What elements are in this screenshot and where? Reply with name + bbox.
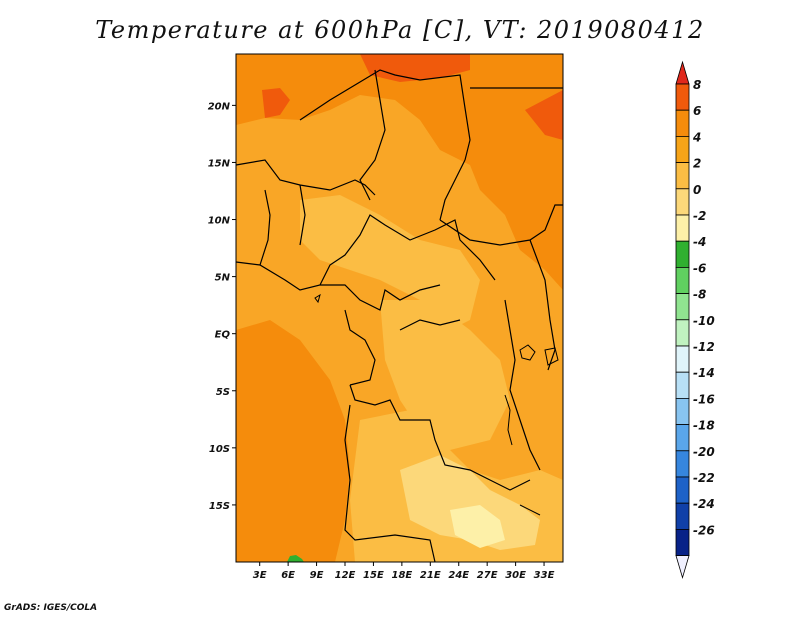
colorbar-label: -2 — [693, 209, 706, 223]
colorbar-swatch — [675, 109, 690, 137]
lakes — [314, 293, 559, 516]
colorbar-label: -22 — [693, 471, 715, 485]
colorbar-swatch — [675, 319, 690, 347]
colorbar-swatch — [675, 214, 690, 242]
colorbar-swatch — [675, 345, 690, 373]
colorbar-swatch — [675, 529, 690, 557]
warm-region-southwest — [236, 320, 350, 562]
colorbar-label: 2 — [693, 157, 701, 171]
colorbar-swatch — [675, 135, 690, 163]
lon-tick-label: 24E — [448, 570, 469, 581]
country-borders — [235, 69, 563, 563]
colorbar-label: -14 — [693, 366, 715, 380]
colorbar-label: 6 — [693, 104, 701, 118]
map-frame — [235, 53, 564, 563]
grads-credit: GrADS: IGES/COLA — [4, 603, 98, 613]
colorbar-top-arrow — [675, 60, 690, 85]
colorbar-label: -20 — [693, 445, 715, 459]
colorbar-label: -4 — [693, 235, 706, 249]
colorbar-swatch — [675, 162, 690, 190]
colorbar-label: 8 — [693, 78, 701, 92]
lon-tick-label: 3E — [253, 570, 267, 581]
lon-tick-label: 27E — [477, 570, 498, 581]
colorbar: 8 6 4 2 0 -2 -4 -6 -8 -10 -12 -14 -16 -18 -20 -22 -24 -26 — [675, 60, 715, 580]
colorbar-swatch — [675, 502, 690, 530]
colorbar-label: 0 — [693, 183, 701, 197]
lon-tick-label: 21E — [420, 570, 441, 581]
colorbar-swatch — [675, 188, 690, 216]
hot-region-north — [360, 54, 470, 82]
colorbar-swatch — [675, 476, 690, 504]
lat-tick-label: 15N — [208, 158, 231, 169]
colorbar-swatch — [675, 240, 690, 268]
lat-tick-label: 10S — [209, 444, 230, 455]
lon-tick-label: 12E — [335, 570, 356, 581]
colorbar-label: -24 — [693, 497, 715, 511]
lon-tick-label: 18E — [391, 570, 412, 581]
colorbar-label: -26 — [693, 523, 715, 537]
mild-region-central — [300, 195, 480, 330]
colorbar-label: 4 — [692, 130, 701, 144]
colorbar-swatch — [675, 424, 690, 452]
colorbar-bottom-arrow — [675, 555, 690, 580]
hot-region-east — [525, 90, 563, 140]
map-title: Temperature at 600hPa [C], VT: 201908041… — [95, 16, 705, 44]
lat-tick-label: 5N — [215, 273, 231, 284]
map-plot-area — [235, 53, 564, 563]
warm-region-north — [236, 54, 563, 290]
lat-tick-label: 15S — [209, 501, 230, 512]
colorbar-label: -8 — [693, 288, 706, 302]
lon-tick-label: 9E — [310, 570, 324, 581]
hot-region-northwest — [262, 88, 290, 118]
cool-region-south — [400, 455, 540, 550]
lon-tick-label: 33E — [534, 570, 555, 581]
lat-tick-label: EQ — [215, 330, 231, 341]
colorbar-label: -18 — [693, 419, 715, 433]
lon-tick-label: 30E — [505, 570, 526, 581]
lat-tick-label: 5S — [216, 387, 230, 398]
colorbar-swatch — [675, 266, 690, 294]
colorbar-swatch — [675, 450, 690, 478]
lat-tick-label: 10N — [208, 216, 231, 227]
colorbar-label: -12 — [693, 340, 715, 354]
colorbar-swatch — [675, 371, 690, 399]
longitude-axis: 3E 6E 9E 12E 15E 18E 21E 24E 27E 30E 33E — [253, 562, 555, 581]
cooler-region-south — [450, 505, 505, 548]
colorbar-label: -10 — [693, 314, 715, 328]
colorbar-label: -6 — [693, 261, 706, 275]
colorbar-swatch — [675, 293, 690, 321]
latitude-axis: 20N 15N 10N 5N EQ 5S 10S 15S — [208, 101, 236, 512]
colorbar-swatch — [675, 83, 690, 111]
lon-tick-label: 15E — [363, 570, 384, 581]
colorbar-swatch — [675, 397, 690, 425]
colorbar-label: -16 — [693, 392, 715, 406]
green-patch — [287, 555, 304, 562]
lat-tick-label: 20N — [208, 101, 231, 112]
lon-tick-label: 6E — [281, 570, 295, 581]
